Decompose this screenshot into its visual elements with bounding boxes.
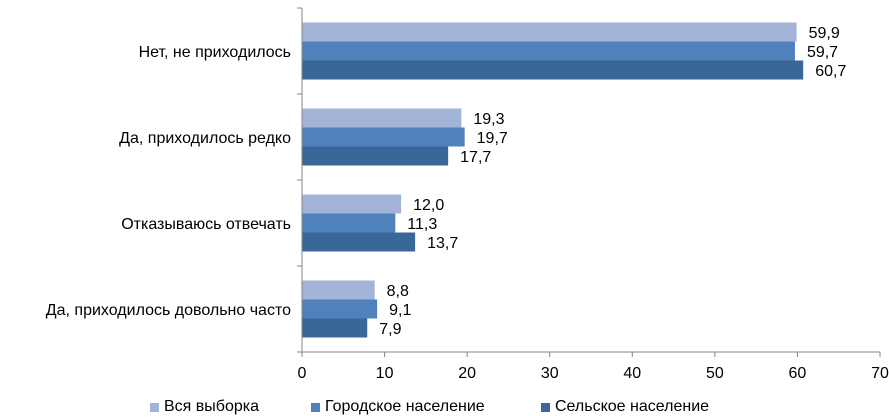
- x-tick-label-5: 50: [706, 365, 724, 382]
- bar-1-1: [302, 127, 465, 147]
- data-label-3-0: 8,8: [387, 283, 409, 300]
- legend-label-rural: Сельское население: [555, 398, 710, 415]
- legend-item-rural: Сельское население: [541, 398, 709, 416]
- data-label-1-0: 19,3: [473, 111, 504, 128]
- category-label-1: Да, приходилось редко: [119, 130, 291, 147]
- x-tick-label-7: 70: [871, 365, 889, 382]
- category-label-3: Да, приходилось довольно часто: [46, 302, 291, 319]
- bar-chart: 59,9 59,7 60,7 Нет, не приходилось 19,3 19,7 1…: [46, 7, 889, 382]
- bar-2-1: [302, 213, 396, 233]
- bar-3-0: [302, 280, 375, 300]
- data-label-0-1: 59,7: [807, 44, 838, 61]
- bar-1-2: [302, 146, 449, 166]
- legend-item-urban: Городское население: [311, 398, 485, 416]
- data-label-1-2: 17,7: [460, 149, 491, 166]
- data-label-0-0: 59,9: [809, 25, 840, 42]
- x-tick-label-6: 60: [789, 365, 807, 382]
- data-label-2-1: 11,3: [407, 216, 437, 233]
- data-label-3-2: 7,9: [379, 321, 401, 338]
- legend: Вся выборка Городское население Сельское…: [0, 396, 889, 420]
- bar-0-1: [302, 41, 795, 61]
- category-label-0: Нет, не приходилось: [139, 44, 291, 61]
- legend-swatch-rural: [541, 402, 550, 412]
- bar-0-0: [302, 22, 797, 42]
- bar-2-2: [302, 232, 416, 252]
- data-label-0-2: 60,7: [815, 63, 846, 80]
- bar-3-2: [302, 318, 368, 338]
- bar-2-0: [302, 194, 402, 214]
- x-tick-label-4: 40: [623, 365, 641, 382]
- data-label-2-0: 12,0: [413, 197, 444, 214]
- legend-item-all: Вся выборка: [150, 398, 259, 416]
- category-label-2: Отказываюсь отвечать: [121, 216, 291, 233]
- legend-swatch-urban: [311, 402, 320, 412]
- data-label-3-1: 9,1: [389, 302, 411, 319]
- bar-3-1: [302, 299, 378, 319]
- x-tick-label-0: 0: [298, 365, 307, 382]
- data-label-2-2: 13,7: [427, 235, 458, 252]
- x-tick-label-2: 20: [458, 365, 476, 382]
- x-tick-label-3: 30: [541, 365, 559, 382]
- legend-label-urban: Городское население: [325, 398, 485, 415]
- legend-swatch-all: [150, 402, 159, 412]
- bar-0-2: [302, 60, 804, 80]
- x-tick-label-1: 10: [376, 365, 394, 382]
- data-label-1-1: 19,7: [477, 130, 508, 147]
- legend-label-all: Вся выборка: [164, 398, 259, 415]
- bar-1-0: [302, 108, 462, 128]
